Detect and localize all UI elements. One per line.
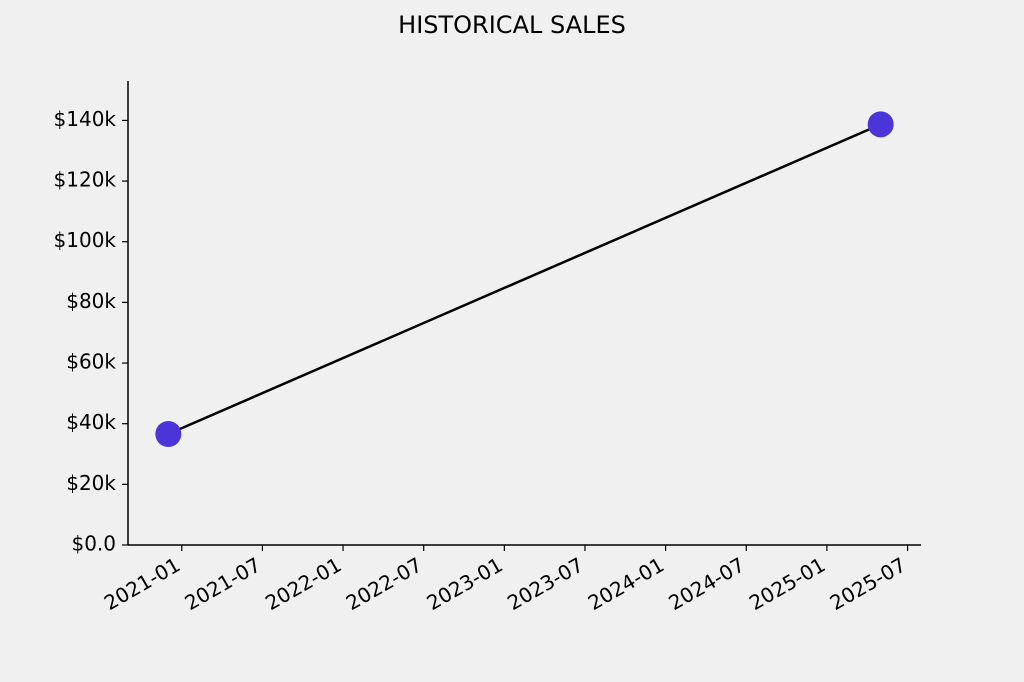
x-tick-label: 2025-07 xyxy=(826,553,910,616)
x-tick-label: 2021-01 xyxy=(100,553,184,616)
y-tick-label: $120k xyxy=(54,168,117,192)
chart-title: HISTORICAL SALES xyxy=(398,11,626,39)
y-tick-label: $0.0 xyxy=(71,532,116,556)
point xyxy=(867,111,894,138)
line xyxy=(167,123,882,436)
x-tick-label: 2025-01 xyxy=(745,553,829,616)
y-tick-label: $100k xyxy=(54,228,117,252)
x-tick-label: 2023-01 xyxy=(422,553,506,616)
y-tick-label: $80k xyxy=(66,289,116,313)
y-tick-label: $60k xyxy=(66,350,116,374)
x-tick-label: 2022-01 xyxy=(261,553,345,616)
y-tick-label: $40k xyxy=(66,410,116,434)
point xyxy=(155,421,182,448)
y-tick-label: $140k xyxy=(54,107,117,131)
x-tick-label: 2024-01 xyxy=(584,553,668,616)
x-tick-label: 2024-07 xyxy=(664,553,748,616)
x-tick-label: 2023-07 xyxy=(503,553,587,616)
x-tick-label: 2021-07 xyxy=(181,553,265,616)
y-tick-label: $20k xyxy=(66,471,116,495)
x-tick-label: 2022-07 xyxy=(342,553,426,616)
